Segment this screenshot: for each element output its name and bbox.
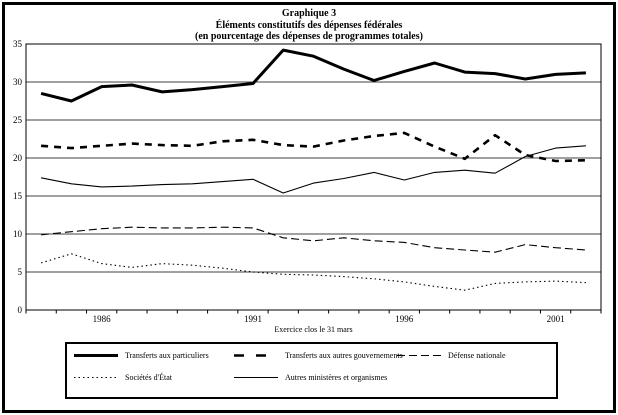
y-tick-label-5: 5 [18,267,23,277]
y-tick-label-0: 0 [18,305,23,315]
series-line-defense-nationale [41,226,586,253]
legend-box: Transferts aux particuliers Transferts a… [65,342,558,399]
legend-line-sample-thick-dashed [234,354,278,357]
title-line-1: Graphique 3 [281,8,337,19]
legend-label: Transferts aux particuliers [125,351,209,360]
legend-item-societes-d-etat: Sociétés d'État [73,373,172,382]
title-line-3: (en pourcentage des dépenses de programm… [195,31,423,42]
legend-item-defense-nationale: Défense nationale [396,351,506,360]
series-line-transferts-aux-autres-gouvernements [41,131,586,163]
series-line-societes-d-etat [40,253,586,291]
y-tick-label-10: 10 [13,229,23,239]
y-tick-label-30: 30 [13,77,23,87]
legend-label: Sociétés d'État [125,373,172,382]
chart-title: Graphique 3 Éléments constitutifs des dé… [0,8,618,43]
series-line-autres-ministeres-et-organismes [40,145,586,194]
y-tick-label-15: 15 [13,191,23,201]
x-tick-label-1996: 1996 [395,314,414,324]
legend-item-transferts-aux-particuliers: Transferts aux particuliers [73,351,209,360]
legend-label: Transferts aux autres gouvernements [285,351,403,360]
series-line-transferts-aux-particuliers [40,48,586,103]
legend-line-sample-thin-solid [234,376,278,379]
x-axis-title: Exercice clos le 31 mars [274,325,353,334]
legend-label: Autres ministères et organismes [285,373,388,382]
legend-item-autres-ministeres-et-organismes: Autres ministères et organismes [233,373,387,382]
legend-line-sample-dotted [74,376,118,379]
title-line-2: Éléments constitutifs des dépenses fédér… [215,19,403,31]
legend-line-sample-thin-dashed [397,354,441,357]
y-tick-label-35: 35 [13,39,23,49]
legend-label: Défense nationale [448,351,506,360]
plot-area [25,43,602,311]
x-tick-label-1991: 1991 [244,314,262,324]
x-tick-label-1986: 1986 [93,314,112,324]
legend-line-sample-thick-solid [74,354,118,357]
y-tick-label-25: 25 [13,115,23,125]
legend-item-transferts-aux-autres-gouvernements: Transferts aux autres gouvernements [233,351,403,360]
y-tick-label-20: 20 [13,153,23,163]
x-tick-label-2001: 2001 [547,314,565,324]
